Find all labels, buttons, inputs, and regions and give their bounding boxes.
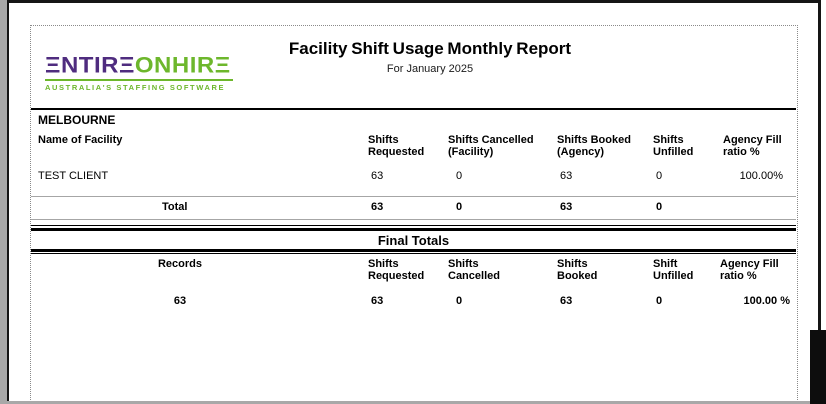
total-shifts-cancelled: 0 <box>456 201 463 213</box>
logo-tagline: AUSTRALIA'S STAFFING SOFTWARE <box>45 83 226 92</box>
ft-value-records: 63 <box>173 295 187 307</box>
total-row-top-rule <box>31 196 796 197</box>
final-totals-lower-thick-rule <box>31 249 796 252</box>
window-left-border <box>7 0 9 401</box>
column-header-fill-ratio: Agency Fill ratio % <box>723 134 782 158</box>
report-title: Facility Shift Usage Monthly Report <box>288 39 572 58</box>
cell-fill-ratio: 100.00% <box>739 170 783 182</box>
ft-value-fill-ratio: 100.00 % <box>743 295 790 307</box>
ft-column-header-shifts-booked: Shifts Booked <box>557 258 598 282</box>
ft-value-shifts-requested: 63 <box>371 295 384 307</box>
ft-column-header-shifts-requested: Shifts Requested <box>368 258 425 282</box>
column-header-shifts-booked: Shifts Booked (Agency) <box>557 134 631 158</box>
column-header-shifts-unfilled: Shifts Unfilled <box>653 134 694 158</box>
window-top-border <box>7 0 821 3</box>
column-header-shifts-requested: Shifts Requested <box>368 134 425 158</box>
ft-column-header-shift-unfilled: Shift Unfilled <box>653 258 694 282</box>
ft-column-header-shifts-cancelled: Shifts Cancelled <box>448 258 500 282</box>
ft-value-shift-unfilled: 0 <box>656 295 663 307</box>
report-page-frame <box>30 25 798 404</box>
bottom-right-dark-patch <box>810 330 826 404</box>
final-totals-upper-thin-rule <box>31 225 796 226</box>
total-shifts-booked: 63 <box>560 201 573 213</box>
logo-wordmark-onhire: ONHIRΞ <box>134 53 231 78</box>
ft-value-shifts-cancelled: 0 <box>456 295 463 307</box>
column-header-facility: Name of Facility <box>38 134 123 146</box>
total-shifts-unfilled: 0 <box>656 201 663 213</box>
report-subtitle: For January 2025 <box>386 63 474 75</box>
total-label: Total <box>162 201 188 213</box>
entire-onhire-logo: ΞNTIRΞONHIRΞ <box>45 55 231 77</box>
logo-wordmark-entire: ΞNTIRΞ <box>45 53 135 78</box>
header-divider-rule <box>31 108 796 110</box>
column-header-shifts-cancelled: Shifts Cancelled (Facility) <box>448 134 534 158</box>
ft-column-header-fill-ratio: Agency Fill ratio % <box>720 258 779 282</box>
ft-column-header-records: Records <box>157 258 203 270</box>
region-name: MELBOURNE <box>38 113 116 127</box>
final-totals-upper-thick-rule <box>31 228 796 231</box>
cell-shifts-cancelled: 0 <box>456 170 463 182</box>
window-right-border <box>818 0 821 401</box>
cell-shifts-booked: 63 <box>560 170 573 182</box>
ft-value-shifts-booked: 63 <box>560 295 573 307</box>
window-bottom-gray-edge <box>0 401 826 404</box>
final-totals-title: Final Totals <box>377 233 450 248</box>
total-shifts-requested: 63 <box>371 201 384 213</box>
cell-facility-name: TEST CLIENT <box>38 170 109 182</box>
cell-shifts-requested: 63 <box>371 170 384 182</box>
cell-shifts-unfilled: 0 <box>656 170 663 182</box>
window-left-gray-edge <box>0 0 7 404</box>
logo-underline <box>45 79 233 81</box>
total-row-bottom-rule <box>31 219 796 220</box>
final-totals-lower-thin-rule <box>31 253 796 254</box>
